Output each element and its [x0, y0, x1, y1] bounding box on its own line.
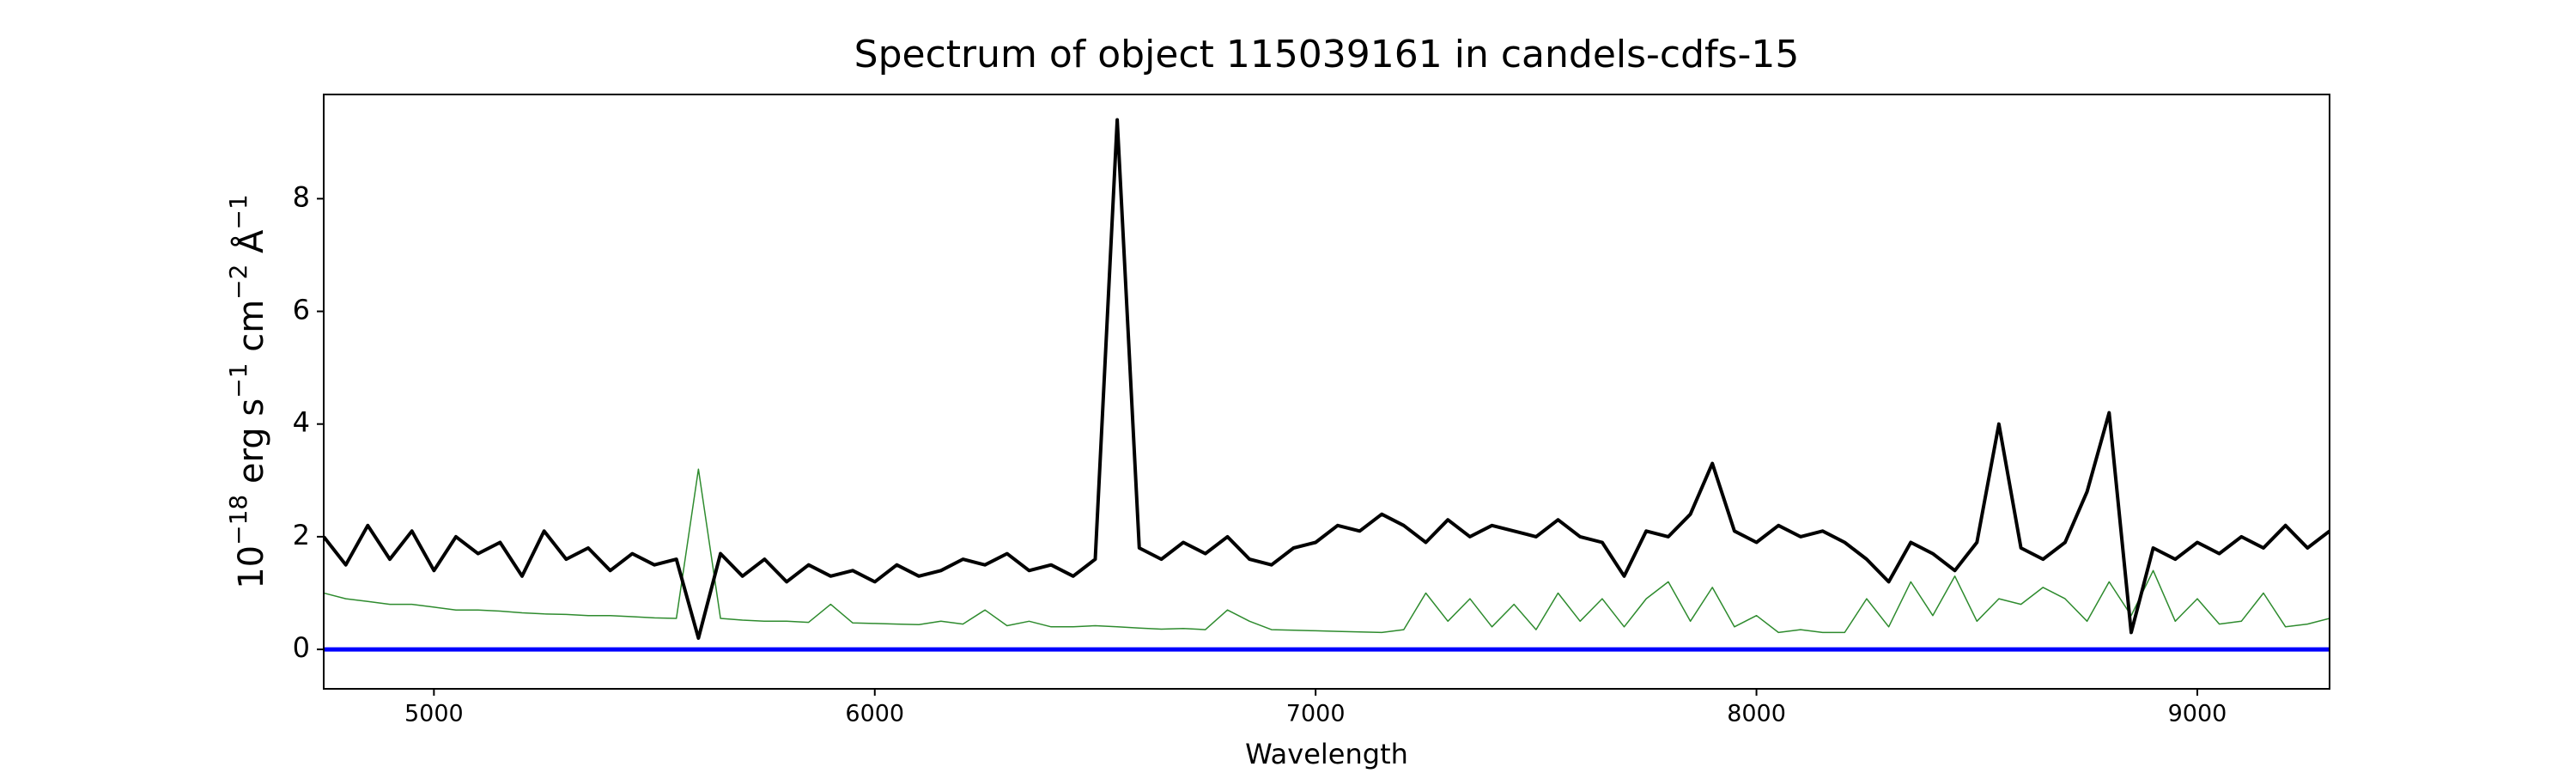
x-tick-label: 5000 [404, 701, 464, 727]
chart-title: Spectrum of object 115039161 in candels-… [854, 33, 1800, 76]
spectrum-line [324, 118, 2330, 640]
y-tick-label: 2 [293, 519, 310, 551]
y-axis-label: 10−18 erg s−1 cm−2 Å−1 [224, 194, 272, 589]
y-axis-label-part: 10 [232, 545, 271, 589]
axes-frame [323, 94, 2330, 690]
plot-area [324, 118, 2330, 652]
spectrum-line [324, 468, 2330, 634]
y-axis-label-part: −18 [224, 495, 252, 545]
y-axis-label-part: Å [230, 229, 271, 265]
y-tick-label: 6 [293, 294, 310, 326]
x-tick-label: 8000 [1727, 701, 1786, 727]
y-axis-label-part: erg s [232, 399, 271, 495]
y-tick-label: 0 [293, 631, 310, 664]
y-axis-label-part: −1 [224, 363, 252, 399]
x-axis-label: Wavelength [1245, 738, 1408, 770]
y-tick-label: 4 [293, 406, 310, 439]
x-tick-label: 6000 [845, 701, 904, 727]
x-tick-label: 9000 [2168, 701, 2227, 727]
y-axis-label-part: −1 [224, 194, 252, 229]
y-axis-label-part: cm [232, 300, 271, 363]
y-axis-label-part: −2 [224, 265, 252, 300]
y-tick-label: 8 [293, 180, 310, 213]
x-tick-label: 7000 [1286, 701, 1346, 727]
